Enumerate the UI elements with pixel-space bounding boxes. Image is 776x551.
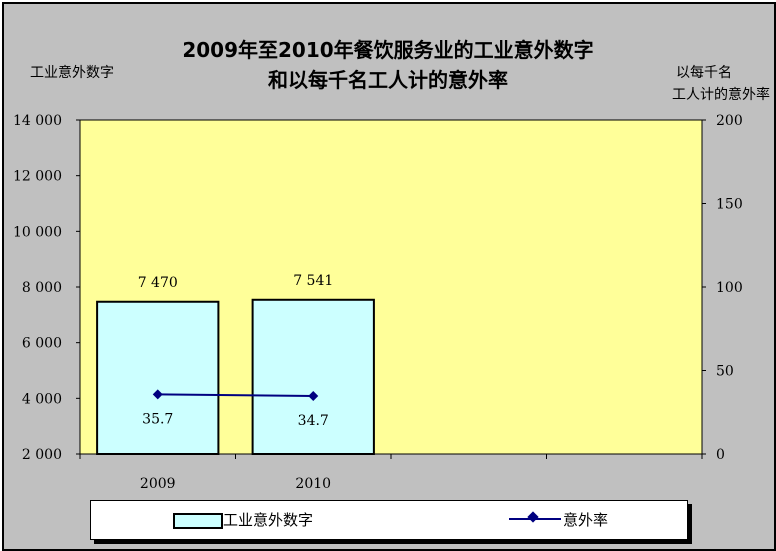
- x-tick-label: 2010: [295, 476, 331, 492]
- left-tick-label: 12 000: [13, 169, 62, 185]
- bar-2009: [96, 300, 220, 456]
- left-tick-label: 10 000: [13, 224, 62, 240]
- right-tick-label: 200: [716, 113, 743, 129]
- chart-title-line-1: 2009年至2010年餐饮服务业的工业意外数字: [182, 38, 594, 62]
- rate-point: [152, 389, 163, 400]
- left-tick-label: 8 000: [22, 280, 62, 296]
- left-axis-title: 工业意外数字: [30, 65, 114, 81]
- bar-2010: [251, 298, 375, 456]
- right-tick-label: 100: [716, 280, 743, 296]
- chart-title-line-2: 和以每千名工人计的意外率: [268, 68, 508, 92]
- right-axis-title-line-2: 工人计的意外率: [672, 87, 770, 103]
- left-tick-label: 6 000: [22, 336, 62, 352]
- legend-marker-swatch: [527, 511, 539, 523]
- legend-label-bar: 工业意外数字: [223, 511, 314, 529]
- rate-value-label: 34.7: [298, 413, 329, 429]
- left-tick-label: 14 000: [13, 113, 62, 129]
- legend-swatch-bar: [173, 513, 223, 529]
- right-axis-title-line-1: 以每千名: [676, 65, 732, 81]
- x-tick-label: 2009: [140, 476, 176, 492]
- right-tick-label: 0: [716, 447, 725, 463]
- bar-value-label: 7 470: [138, 275, 178, 291]
- bar-value-label: 7 541: [293, 273, 333, 289]
- left-tick-label: 4 000: [22, 391, 62, 407]
- rate-line: [157, 393, 314, 398]
- rate-value-label: 35.7: [142, 411, 173, 427]
- right-tick-label: 150: [716, 197, 743, 213]
- legend-label-line: 意外率: [563, 511, 609, 529]
- right-tick-label: 50: [716, 364, 734, 380]
- left-tick-label: 2 000: [22, 447, 62, 463]
- legend: 工业意外数字 意外率: [90, 500, 688, 540]
- rate-point: [308, 391, 319, 402]
